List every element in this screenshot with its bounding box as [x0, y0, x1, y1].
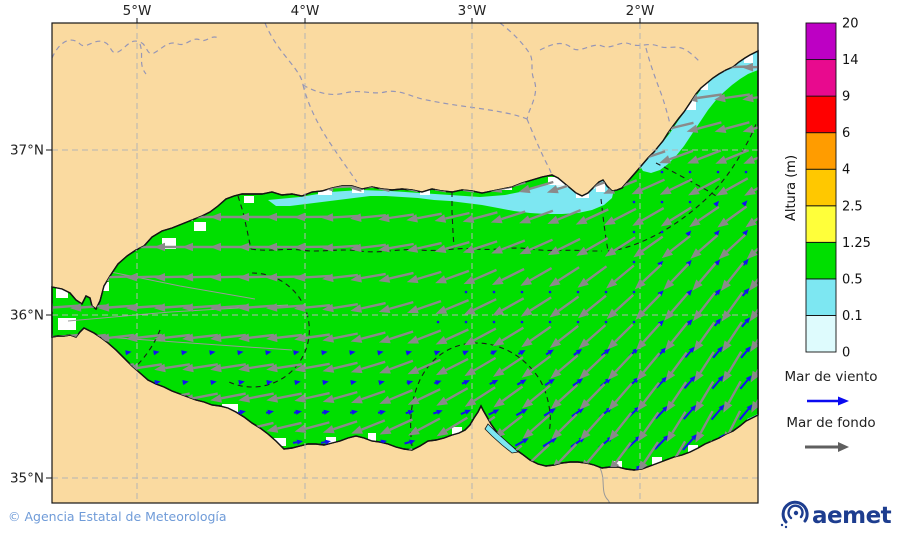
svg-text:0: 0: [842, 346, 850, 361]
wind-arrow-icon: [807, 396, 849, 406]
legend: Mar de viento Mar de fondo: [784, 369, 878, 452]
aemet-logo: aemet: [780, 500, 892, 529]
wave-height-colorbar: 0 0.1 0.5 1.25 2.5 4 6 9 14 20: [805, 17, 871, 361]
svg-text:6: 6: [842, 126, 850, 141]
svg-text:1.25: 1.25: [842, 236, 871, 251]
legend-swell-label: Mar de fondo: [786, 415, 875, 431]
svg-text:3°W: 3°W: [458, 3, 487, 19]
map-frame: [51, 22, 759, 504]
svg-text:14: 14: [842, 53, 859, 68]
admin-boundaries: [52, 23, 701, 503]
copyright-text: © Agencia Estatal de Meteorología: [8, 509, 227, 524]
svg-text:0.1: 0.1: [842, 309, 863, 324]
svg-text:37°N: 37°N: [10, 143, 44, 159]
svg-text:5°W: 5°W: [123, 3, 152, 19]
aemet-logo-text: aemet: [812, 503, 892, 529]
svg-text:9: 9: [842, 90, 850, 105]
colorbar-title: Altura (m): [784, 155, 799, 221]
svg-text:2°W: 2°W: [626, 3, 655, 19]
legend-wind-label: Mar de viento: [784, 369, 877, 385]
svg-text:35°N: 35°N: [10, 471, 44, 487]
aemet-swirl-icon: [780, 500, 809, 529]
svg-text:4°W: 4°W: [291, 3, 320, 19]
svg-text:2.5: 2.5: [842, 199, 863, 214]
graticule-gridlines: [52, 23, 758, 503]
svg-text:36°N: 36°N: [10, 308, 44, 324]
axis-labels: 5°W 4°W 3°W 2°W 37°N 36°N 35°N: [10, 3, 654, 487]
svg-text:20: 20: [842, 17, 859, 32]
swell-arrow-icon: [805, 442, 849, 452]
svg-text:4: 4: [842, 163, 850, 178]
svg-text:0.5: 0.5: [842, 272, 863, 287]
